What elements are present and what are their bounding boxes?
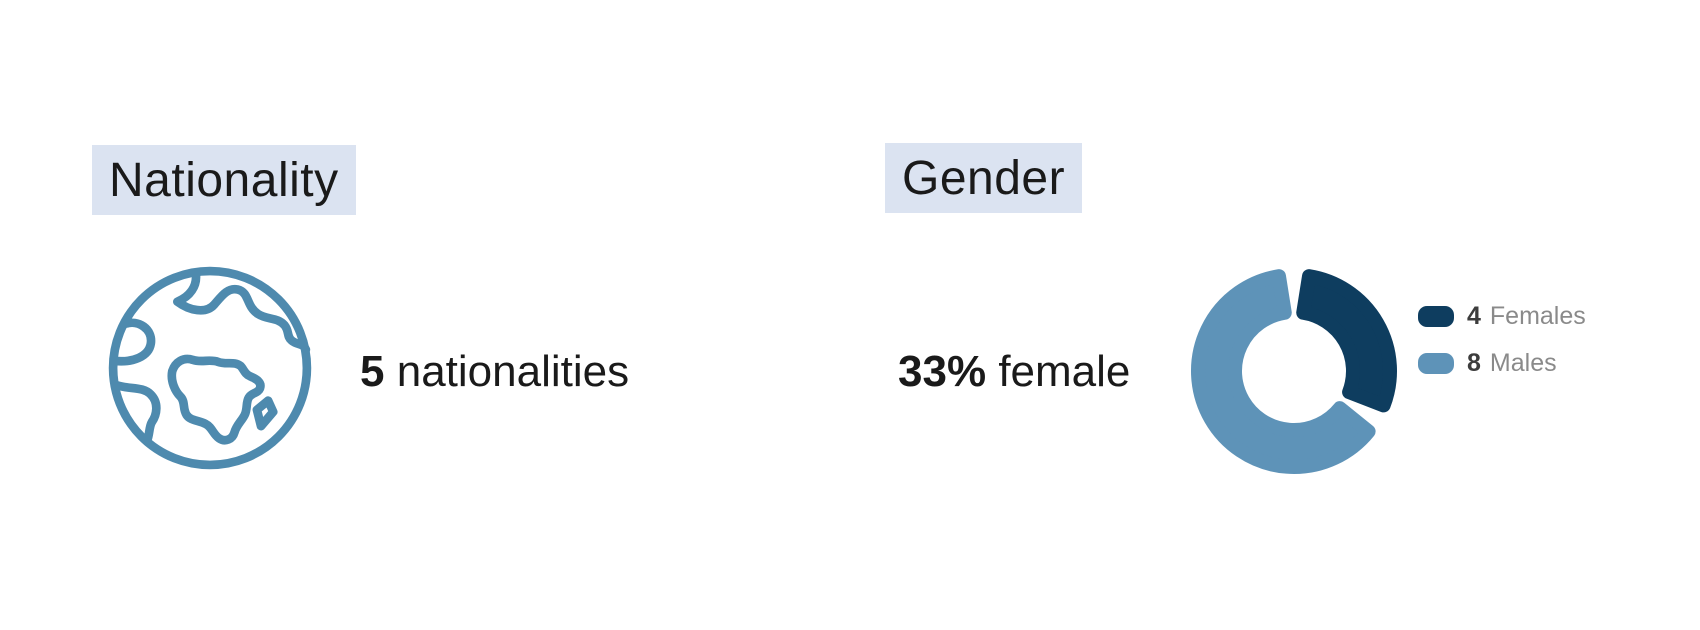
males-swatch-icon xyxy=(1418,352,1454,374)
gender-heading-label: Gender xyxy=(902,151,1066,205)
globe-northwest-land xyxy=(109,318,156,366)
females-label: Females xyxy=(1489,301,1586,330)
globe-eurasia xyxy=(173,268,311,354)
donut-segment-males xyxy=(1191,269,1376,474)
nationality-stat-value: 5 xyxy=(360,347,385,396)
legend-row-females: 4 Females xyxy=(1418,301,1586,330)
legend-row-males: 8 Males xyxy=(1418,348,1586,377)
gender-stat-value: 33% xyxy=(898,347,987,396)
gender-heading: Gender xyxy=(885,143,1083,213)
globe-icon xyxy=(108,266,312,470)
gender-legend: 4 Females 8 Males xyxy=(1418,301,1586,397)
gender-stat: 33% female xyxy=(898,346,1130,398)
gender-donut-chart xyxy=(1191,269,1397,474)
nationality-stat-label: nationalities xyxy=(396,347,630,396)
males-label: Males xyxy=(1489,348,1557,377)
nationality-heading-label: Nationality xyxy=(109,153,339,207)
gender-stat-label: female xyxy=(998,347,1131,396)
females-count: 4 xyxy=(1467,301,1481,330)
globe-south-america xyxy=(112,381,161,446)
globe-outline xyxy=(108,266,312,470)
nationality-stat: 5 nationalities xyxy=(360,346,629,398)
globe-madagascar xyxy=(252,396,278,431)
nationality-heading: Nationality xyxy=(92,145,356,215)
globe-africa xyxy=(167,354,265,445)
males-count: 8 xyxy=(1467,348,1481,377)
females-swatch-icon xyxy=(1418,305,1454,327)
donut-segment-females xyxy=(1296,269,1397,413)
